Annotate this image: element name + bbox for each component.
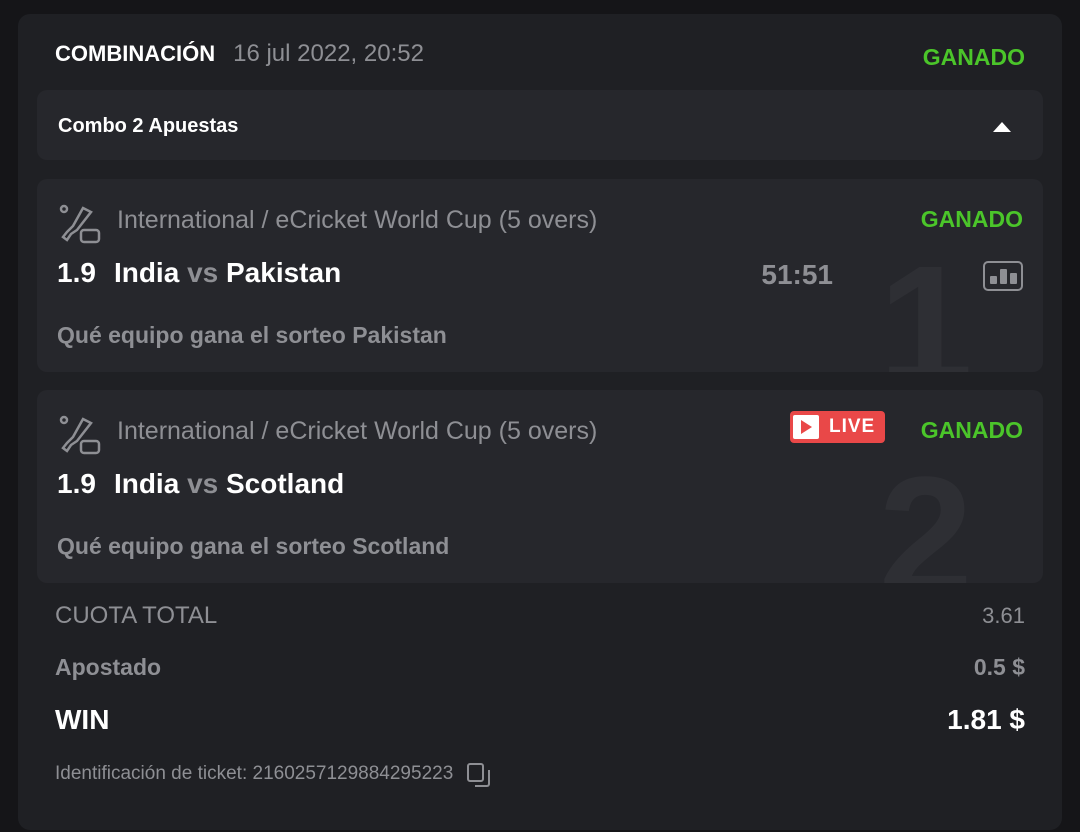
bet-header: COMBINACIÓN 16 jul 2022, 20:52 bbox=[55, 40, 424, 68]
ecricket-icon bbox=[59, 204, 101, 244]
total-odds-label: CUOTA TOTAL bbox=[55, 602, 218, 629]
staked-value: 0.5 $ bbox=[973, 654, 1025, 680]
play-icon bbox=[793, 415, 819, 439]
live-badge: LIVE bbox=[790, 411, 885, 443]
bet-date: 16 jul 2022, 20:52 bbox=[233, 40, 424, 67]
league-name: International / eCricket World Cup (5 ov… bbox=[117, 206, 598, 234]
copy-icon[interactable] bbox=[467, 763, 491, 787]
vs-label: vs bbox=[187, 257, 219, 288]
leg-status: GANADO bbox=[920, 206, 1023, 232]
league-name: International / eCricket World Cup (5 ov… bbox=[117, 417, 598, 445]
away-team: Pakistan bbox=[226, 257, 342, 288]
bet-pick: Qué equipo gana el sorteo Pakistan bbox=[57, 322, 447, 348]
leg-number: 2 bbox=[878, 442, 973, 583]
win-value: 1.81 $ bbox=[947, 704, 1025, 735]
match-score: 51:51 bbox=[761, 259, 833, 290]
leg-odds: 1.9 bbox=[57, 257, 96, 288]
leg-number: 1 bbox=[878, 231, 973, 372]
win-row: WIN 1.81 $ bbox=[55, 704, 1025, 736]
ecricket-icon bbox=[59, 415, 101, 455]
bet-pick: Qué equipo gana el sorteo Scotland bbox=[57, 533, 450, 559]
stats-icon[interactable] bbox=[983, 261, 1023, 291]
away-team: Scotland bbox=[226, 468, 345, 499]
ticket-id-label: Identificación de ticket: 21602571298842… bbox=[55, 763, 454, 784]
home-team: India bbox=[113, 468, 180, 499]
bet-status: GANADO bbox=[922, 44, 1025, 70]
total-odds-row: CUOTA TOTAL 3.61 bbox=[55, 602, 1025, 630]
total-odds-value: 3.61 bbox=[982, 603, 1025, 628]
leg-odds: 1.9 bbox=[57, 468, 96, 499]
staked-row: Apostado 0.5 $ bbox=[55, 654, 1025, 681]
match[interactable]: 1.9 India vs Pakistan bbox=[57, 257, 341, 289]
bet-leg: 1 International / eCricket World Cup (5 … bbox=[37, 179, 1043, 372]
collapse-arrow-icon[interactable] bbox=[993, 122, 1011, 132]
ticket-id: Identificación de ticket: 21602571298842… bbox=[55, 763, 491, 787]
bet-card: COMBINACIÓN 16 jul 2022, 20:52 GANADO Co… bbox=[18, 14, 1062, 830]
home-team: India bbox=[113, 257, 180, 288]
bet-leg: 2 International / eCricket World Cup (5 … bbox=[37, 390, 1043, 583]
combo-label: Combo 2 Apuestas bbox=[58, 115, 239, 137]
live-label: LIVE bbox=[829, 416, 876, 437]
vs-label: vs bbox=[187, 468, 219, 499]
match[interactable]: 1.9 India vs Scotland bbox=[57, 468, 344, 500]
win-label: WIN bbox=[55, 704, 110, 735]
staked-label: Apostado bbox=[55, 654, 162, 680]
combo-toggle[interactable]: Combo 2 Apuestas bbox=[37, 90, 1043, 160]
bet-type: COMBINACIÓN bbox=[55, 41, 216, 66]
leg-status: GANADO bbox=[920, 417, 1023, 443]
